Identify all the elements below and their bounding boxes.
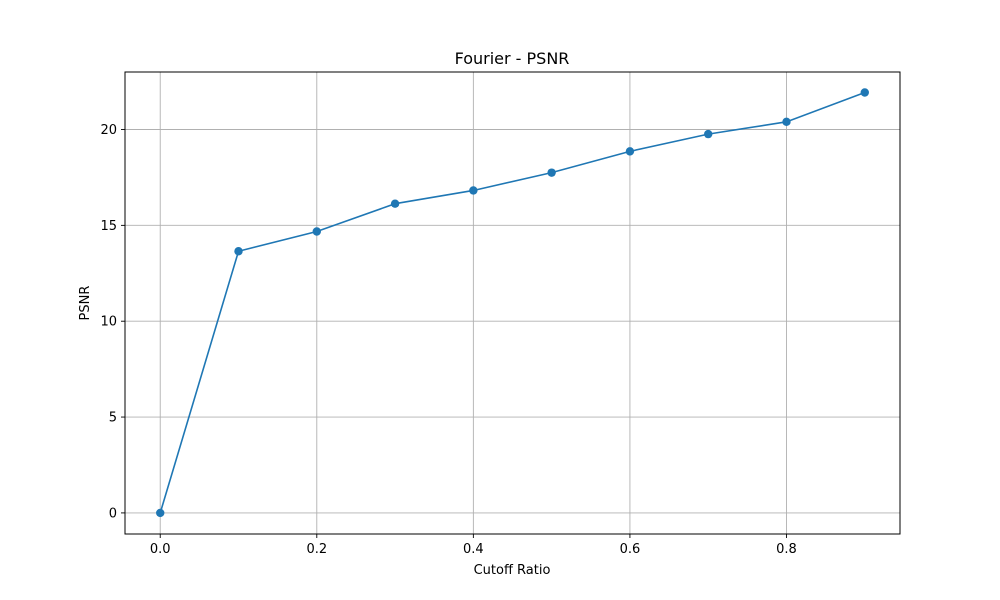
series-line [159,91,866,514]
chart-title: Fourier - PSNR [455,49,570,68]
plot-frame [124,71,901,535]
y-tick-label: 5 [109,411,117,426]
data-point [625,147,635,156]
grid [125,72,900,534]
x-tick-label: 0.0 [150,542,171,557]
y-axis-label: PSNR [78,286,93,321]
data-point [704,129,713,139]
series-layer [156,88,869,518]
x-axis: 0.0 0.2 0.4 0.6 0.8 [150,534,797,557]
data-point [390,199,400,208]
x-axis-label: Cutoff Ratio [474,563,551,578]
data-point [547,168,556,177]
data-point [469,186,478,195]
y-axis: 0 5 10 15 20 [100,123,125,521]
data-point [156,508,165,518]
x-tick-label: 0.2 [306,542,327,557]
x-tick-label: 0.6 [620,542,641,557]
data-point [860,88,869,97]
y-tick-label: 15 [100,219,117,234]
data-point [312,227,321,236]
data-point [782,117,791,127]
y-tick-label: 0 [109,506,117,521]
y-tick-label: 10 [100,315,117,330]
x-tick-label: 0.4 [463,542,484,557]
y-tick-label: 20 [100,123,117,138]
x-tick-label: 0.8 [776,542,797,557]
data-point [234,247,243,256]
